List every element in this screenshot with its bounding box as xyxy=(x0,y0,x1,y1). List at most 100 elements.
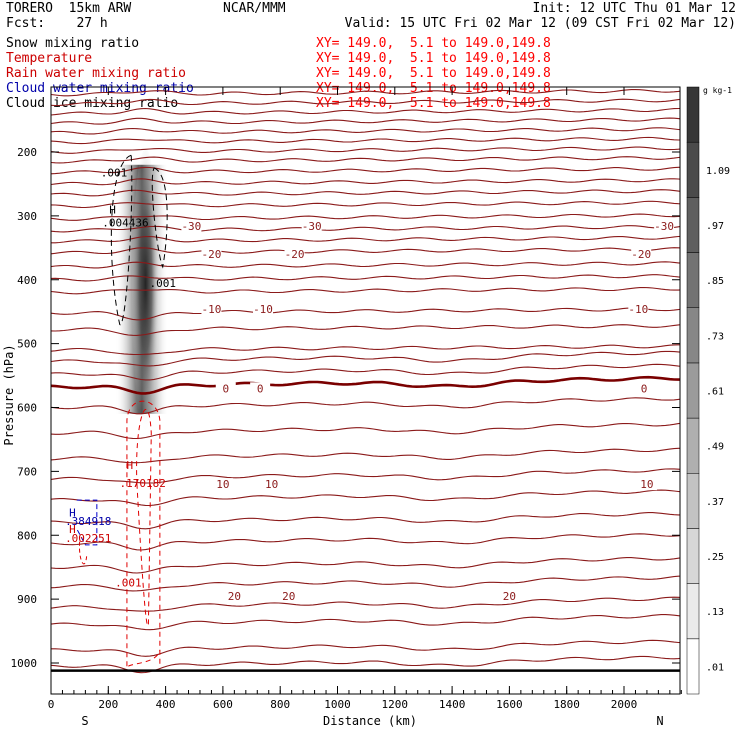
field-legend-label: Temperature xyxy=(6,51,93,66)
contour-annotations: .001H.004436.001H.170182.001H.384918H.00… xyxy=(65,166,176,589)
temperature-contour-label: 10 xyxy=(640,478,653,491)
colorbar-label: .25 xyxy=(706,552,724,563)
colorbar-segment xyxy=(686,417,700,474)
contour-extremum-label: .001 xyxy=(115,577,142,590)
temperature-contour xyxy=(51,166,680,175)
y-axis-label: Pressure (hPa) xyxy=(2,344,16,445)
field-legend-label: Rain water mixing ratio xyxy=(6,66,187,81)
temperature-contour xyxy=(51,639,680,657)
temperature-contour xyxy=(51,557,680,574)
contour-labels: -30 -30 -30 -20 -20 -20 -10 -10 -10 0 0 0 10 10 10 20 20… xyxy=(181,220,675,603)
colorbar-segment xyxy=(686,362,700,419)
temperature-contour-label: -10 xyxy=(628,303,648,316)
temperature-contour xyxy=(51,614,680,631)
temperature-contour-label: 20 xyxy=(228,590,241,603)
temperature-contour xyxy=(51,225,680,233)
contour-extremum-label: .001 xyxy=(149,277,176,290)
temperature-contour-label: 20 xyxy=(503,590,516,603)
north-end-label: N xyxy=(656,714,663,728)
temperature-contours xyxy=(51,89,680,674)
temperature-contour xyxy=(51,533,680,551)
y-tick-label: 600 xyxy=(17,402,37,415)
x-tick-label: 1400 xyxy=(439,698,466,711)
temperature-contour xyxy=(51,286,680,295)
x-tick-label: 200 xyxy=(98,698,118,711)
colorbar-unit: g kg-1 xyxy=(703,86,732,95)
header-model-label: TORERO 15km ARW xyxy=(6,1,132,16)
temperature-contour-label: -20 xyxy=(285,248,305,261)
y-tick-label: 300 xyxy=(17,210,37,223)
colorbar-segment xyxy=(686,638,700,695)
contour-extremum-label: .001 xyxy=(101,166,128,179)
rain-contour-base xyxy=(128,650,161,667)
ice-contour xyxy=(151,167,168,269)
x-tick-label: 1200 xyxy=(382,698,409,711)
y-tick-label: 800 xyxy=(17,529,37,542)
contour-extremum-label: H xyxy=(126,459,133,472)
temperature-contour-label: -30 xyxy=(302,220,322,233)
header-org-label: NCAR/MMM xyxy=(223,1,286,16)
temperature-contour xyxy=(51,107,680,116)
colorbar-label: 1.09 xyxy=(706,166,730,177)
temperature-contour xyxy=(51,156,680,164)
x-tick-label: 1600 xyxy=(496,698,523,711)
colorbar: .01 .13 .25 .37 .49 .61 .73 .85 .97 1.09 g kg-1 xyxy=(686,86,732,695)
rain-contour-outer xyxy=(126,400,161,667)
y-tick-label: 1000 xyxy=(11,657,38,670)
x-tick-label: 2000 xyxy=(611,698,638,711)
temperature-contour xyxy=(51,247,680,255)
freezing-level-contour xyxy=(51,375,680,395)
field-legend-label: Cloud water mixing ratio xyxy=(6,81,194,96)
temperature-contour xyxy=(51,200,680,209)
temperature-contour-label: 0 xyxy=(222,382,229,395)
colorbar-label: .73 xyxy=(706,331,724,342)
rain-contour-small xyxy=(78,541,88,565)
temperature-contour-label: -10 xyxy=(253,303,273,316)
field-legend-xy: XY= 149.0, 5.1 to 149.0,149.8 xyxy=(316,66,551,81)
x-axis-label: Distance (km) xyxy=(323,714,417,728)
temperature-contour xyxy=(51,363,680,381)
temperature-contour-label: 10 xyxy=(265,478,278,491)
contour-extremum-label: .170182 xyxy=(120,477,166,490)
field-legend-xy: XY= 149.0, 5.1 to 149.0,149.8 xyxy=(316,36,551,51)
temperature-contour xyxy=(51,447,680,464)
x-tick-label: 1800 xyxy=(553,698,580,711)
colorbar-label: .13 xyxy=(706,607,724,618)
y-tick-label: 500 xyxy=(17,338,37,351)
colorbar-label: .37 xyxy=(706,497,724,508)
y-tick-label: 200 xyxy=(17,146,37,159)
y-tick-label: 400 xyxy=(17,274,37,287)
axes: 0 200 400 600 800 1000 1200 1400 1600 1800 2000200… xyxy=(2,86,682,728)
contour-extremum-label: .004436 xyxy=(102,216,148,229)
header-valid-time: Valid: 15 UTC Fri 02 Mar 12 (09 CST Fri … xyxy=(344,16,736,31)
temperature-contour-label: -20 xyxy=(202,248,222,261)
colorbar-segment xyxy=(686,307,700,364)
field-legend-xy: XY= 149.0, 5.1 to 149.0,149.8 xyxy=(316,51,551,66)
temperature-contour xyxy=(51,596,680,612)
temperature-contour-label: 10 xyxy=(216,478,229,491)
temperature-contour xyxy=(51,117,680,125)
colorbar-label: .61 xyxy=(706,387,724,398)
colorbar-segment xyxy=(686,528,700,584)
temperature-contour xyxy=(51,512,680,530)
colorbar-segment xyxy=(686,473,700,529)
temperature-contour-label: 0 xyxy=(641,382,648,395)
temperature-contour-label: -30 xyxy=(181,220,201,233)
temperature-contour xyxy=(51,397,680,415)
temperature-contour xyxy=(51,468,680,484)
snow-core-shading xyxy=(131,148,160,449)
temperature-contour xyxy=(51,98,680,107)
colorbar-label: .97 xyxy=(706,221,724,232)
temperature-contour-label: 0 xyxy=(257,382,264,395)
contour-extremum-label: H xyxy=(69,506,76,519)
temperature-contour xyxy=(51,324,680,336)
x-tick-label: 1000 xyxy=(324,698,351,711)
x-tick-label: 0 xyxy=(48,698,55,711)
header-init-time: Init: 12 UTC Thu 01 Mar 12 xyxy=(532,1,737,16)
temperature-contour xyxy=(51,136,680,145)
plot-frame xyxy=(50,86,681,695)
y-tick-label: 700 xyxy=(17,465,37,478)
snow-contour xyxy=(110,154,133,325)
